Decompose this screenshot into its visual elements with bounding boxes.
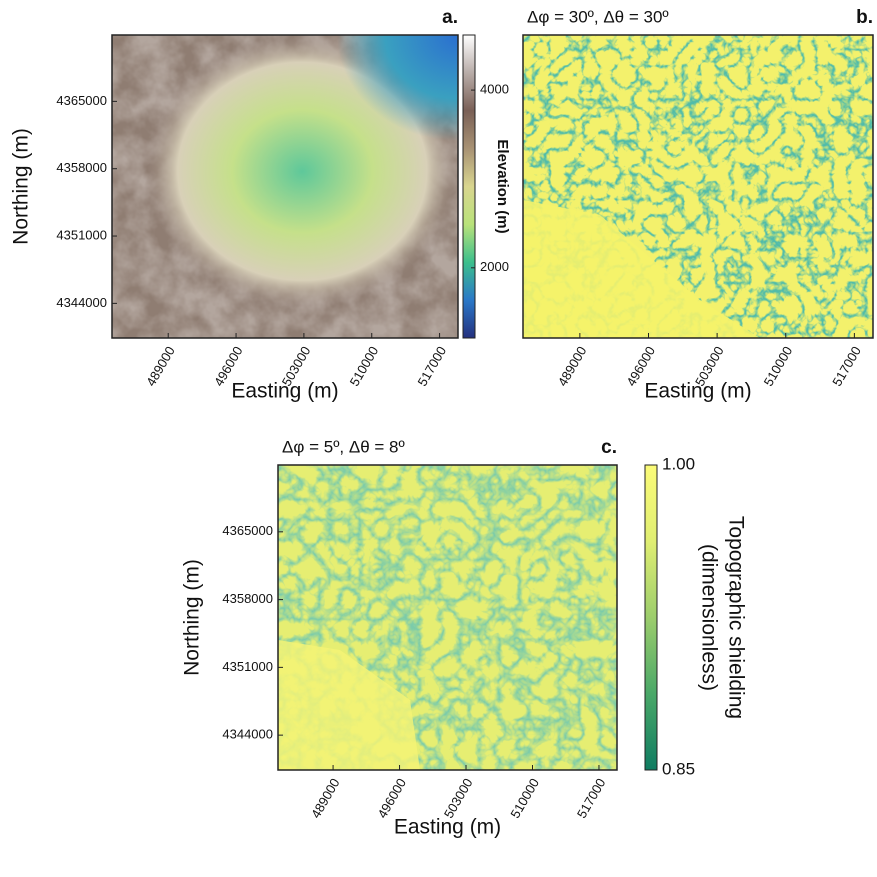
terrain-a — [112, 35, 458, 338]
colorbar-label: Topographic shielding — [724, 516, 747, 719]
y-tick-label: 4365000 — [222, 523, 273, 538]
colorbar — [644, 464, 658, 771]
y-axis-label: Northing (m) — [10, 128, 33, 245]
y-tick-label: 4351000 — [56, 227, 107, 242]
x-tick-label: 496000 — [374, 776, 409, 821]
colorbar-tick-label: 4000 — [480, 82, 509, 97]
terrain-b — [523, 35, 873, 338]
y-tick-label: 4344000 — [222, 727, 273, 742]
colorbar-tick-label: 0.85 — [662, 759, 695, 778]
x-tick-label: 489000 — [143, 344, 178, 389]
colorbar-tick-label: 2000 — [480, 259, 509, 274]
x-tick-label: 503000 — [441, 776, 476, 821]
y-tick-label: 4358000 — [222, 591, 273, 606]
y-tick-label: 4365000 — [56, 93, 107, 108]
y-tick-label: 4358000 — [56, 160, 107, 175]
colorbar-label: Elevation (m) — [494, 139, 511, 233]
panel-label: b. — [856, 7, 873, 28]
colorbar — [462, 34, 476, 339]
x-tick-label: 489000 — [555, 344, 590, 389]
x-tick-label: 510000 — [761, 344, 796, 389]
x-axis-label: Easting (m) — [394, 816, 501, 839]
colorbar-label: (dimensionless) — [697, 544, 720, 691]
panel-label: a. — [442, 7, 458, 28]
y-tick-label: 4344000 — [56, 295, 107, 310]
x-tick-label: 517000 — [829, 344, 864, 389]
y-tick-label: 4351000 — [222, 659, 273, 674]
panel-title: Δφ = 5º, Δθ = 8º — [282, 437, 405, 456]
panel-label: c. — [601, 437, 617, 458]
plot-frame — [522, 34, 874, 339]
x-tick-label: 489000 — [308, 776, 343, 821]
y-axis-label: Northing (m) — [181, 559, 204, 676]
x-tick-label: 510000 — [507, 776, 542, 821]
terrain-c — [278, 465, 617, 770]
plot-frame — [111, 34, 459, 339]
x-axis-label: Easting (m) — [644, 380, 751, 403]
x-tick-label: 517000 — [574, 776, 609, 821]
colorbar-tick-label: 1.00 — [662, 454, 695, 473]
x-tick-label: 517000 — [414, 344, 449, 389]
x-axis-label: Easting (m) — [231, 380, 338, 403]
x-tick-label: 510000 — [347, 344, 382, 389]
plot-frame — [277, 464, 618, 771]
panel-title: Δφ = 30º, Δθ = 30º — [527, 7, 669, 26]
